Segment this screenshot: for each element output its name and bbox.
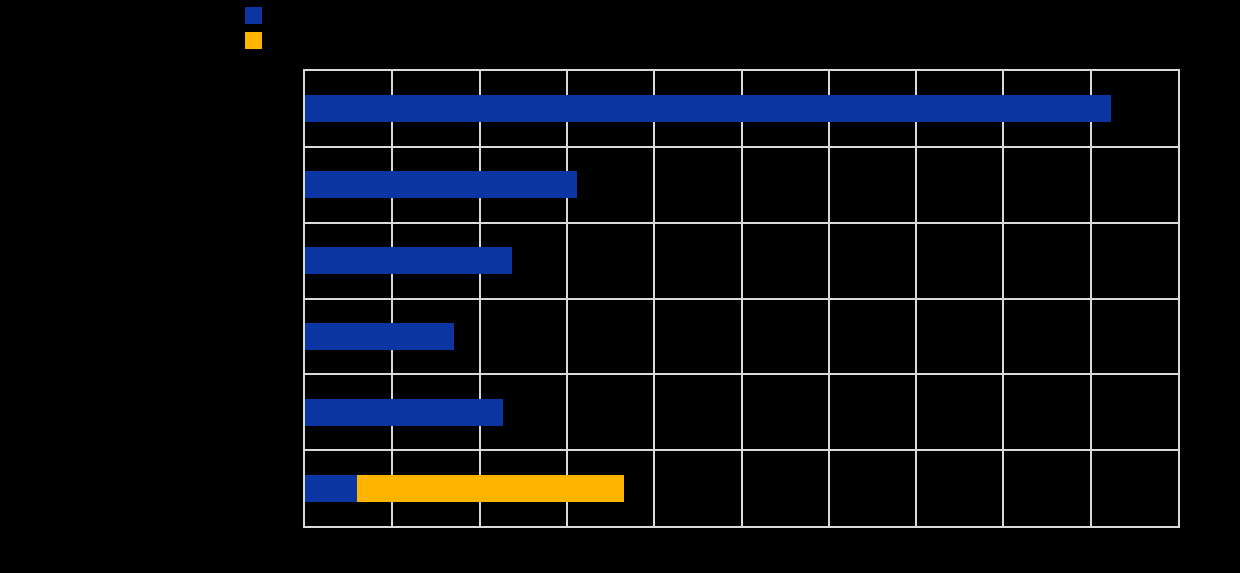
bar-row — [305, 147, 1178, 223]
bar-segment-series-blue — [305, 171, 578, 199]
legend-item-yellow — [245, 32, 270, 49]
y-gridline — [305, 449, 1178, 452]
bar-track — [305, 95, 1178, 123]
bar-row — [305, 374, 1178, 450]
bar-segment-series-blue — [305, 398, 504, 426]
bar-track — [305, 171, 1178, 199]
bar-segment-series-blue — [305, 247, 512, 275]
bar-track — [305, 247, 1178, 275]
bar-row — [305, 450, 1178, 526]
bar-row — [305, 71, 1178, 147]
y-gridline — [305, 145, 1178, 148]
y-gridline — [305, 221, 1178, 224]
legend-swatch-blue — [245, 7, 262, 24]
bar-segment-series-yellow — [356, 474, 624, 502]
legend-swatch-yellow — [245, 32, 262, 49]
y-gridline — [305, 373, 1178, 376]
bar-row — [305, 299, 1178, 375]
bar-row — [305, 223, 1178, 299]
legend-item-blue — [245, 7, 270, 24]
bar-track — [305, 474, 1178, 502]
bar-segment-series-blue — [305, 95, 1111, 123]
bar-track — [305, 398, 1178, 426]
bar-segment-series-blue — [305, 474, 357, 502]
chart-legend — [245, 7, 270, 57]
bar-segment-series-blue — [305, 322, 455, 350]
bar-track — [305, 322, 1178, 350]
plot-area — [303, 69, 1180, 528]
y-gridline — [305, 297, 1178, 300]
